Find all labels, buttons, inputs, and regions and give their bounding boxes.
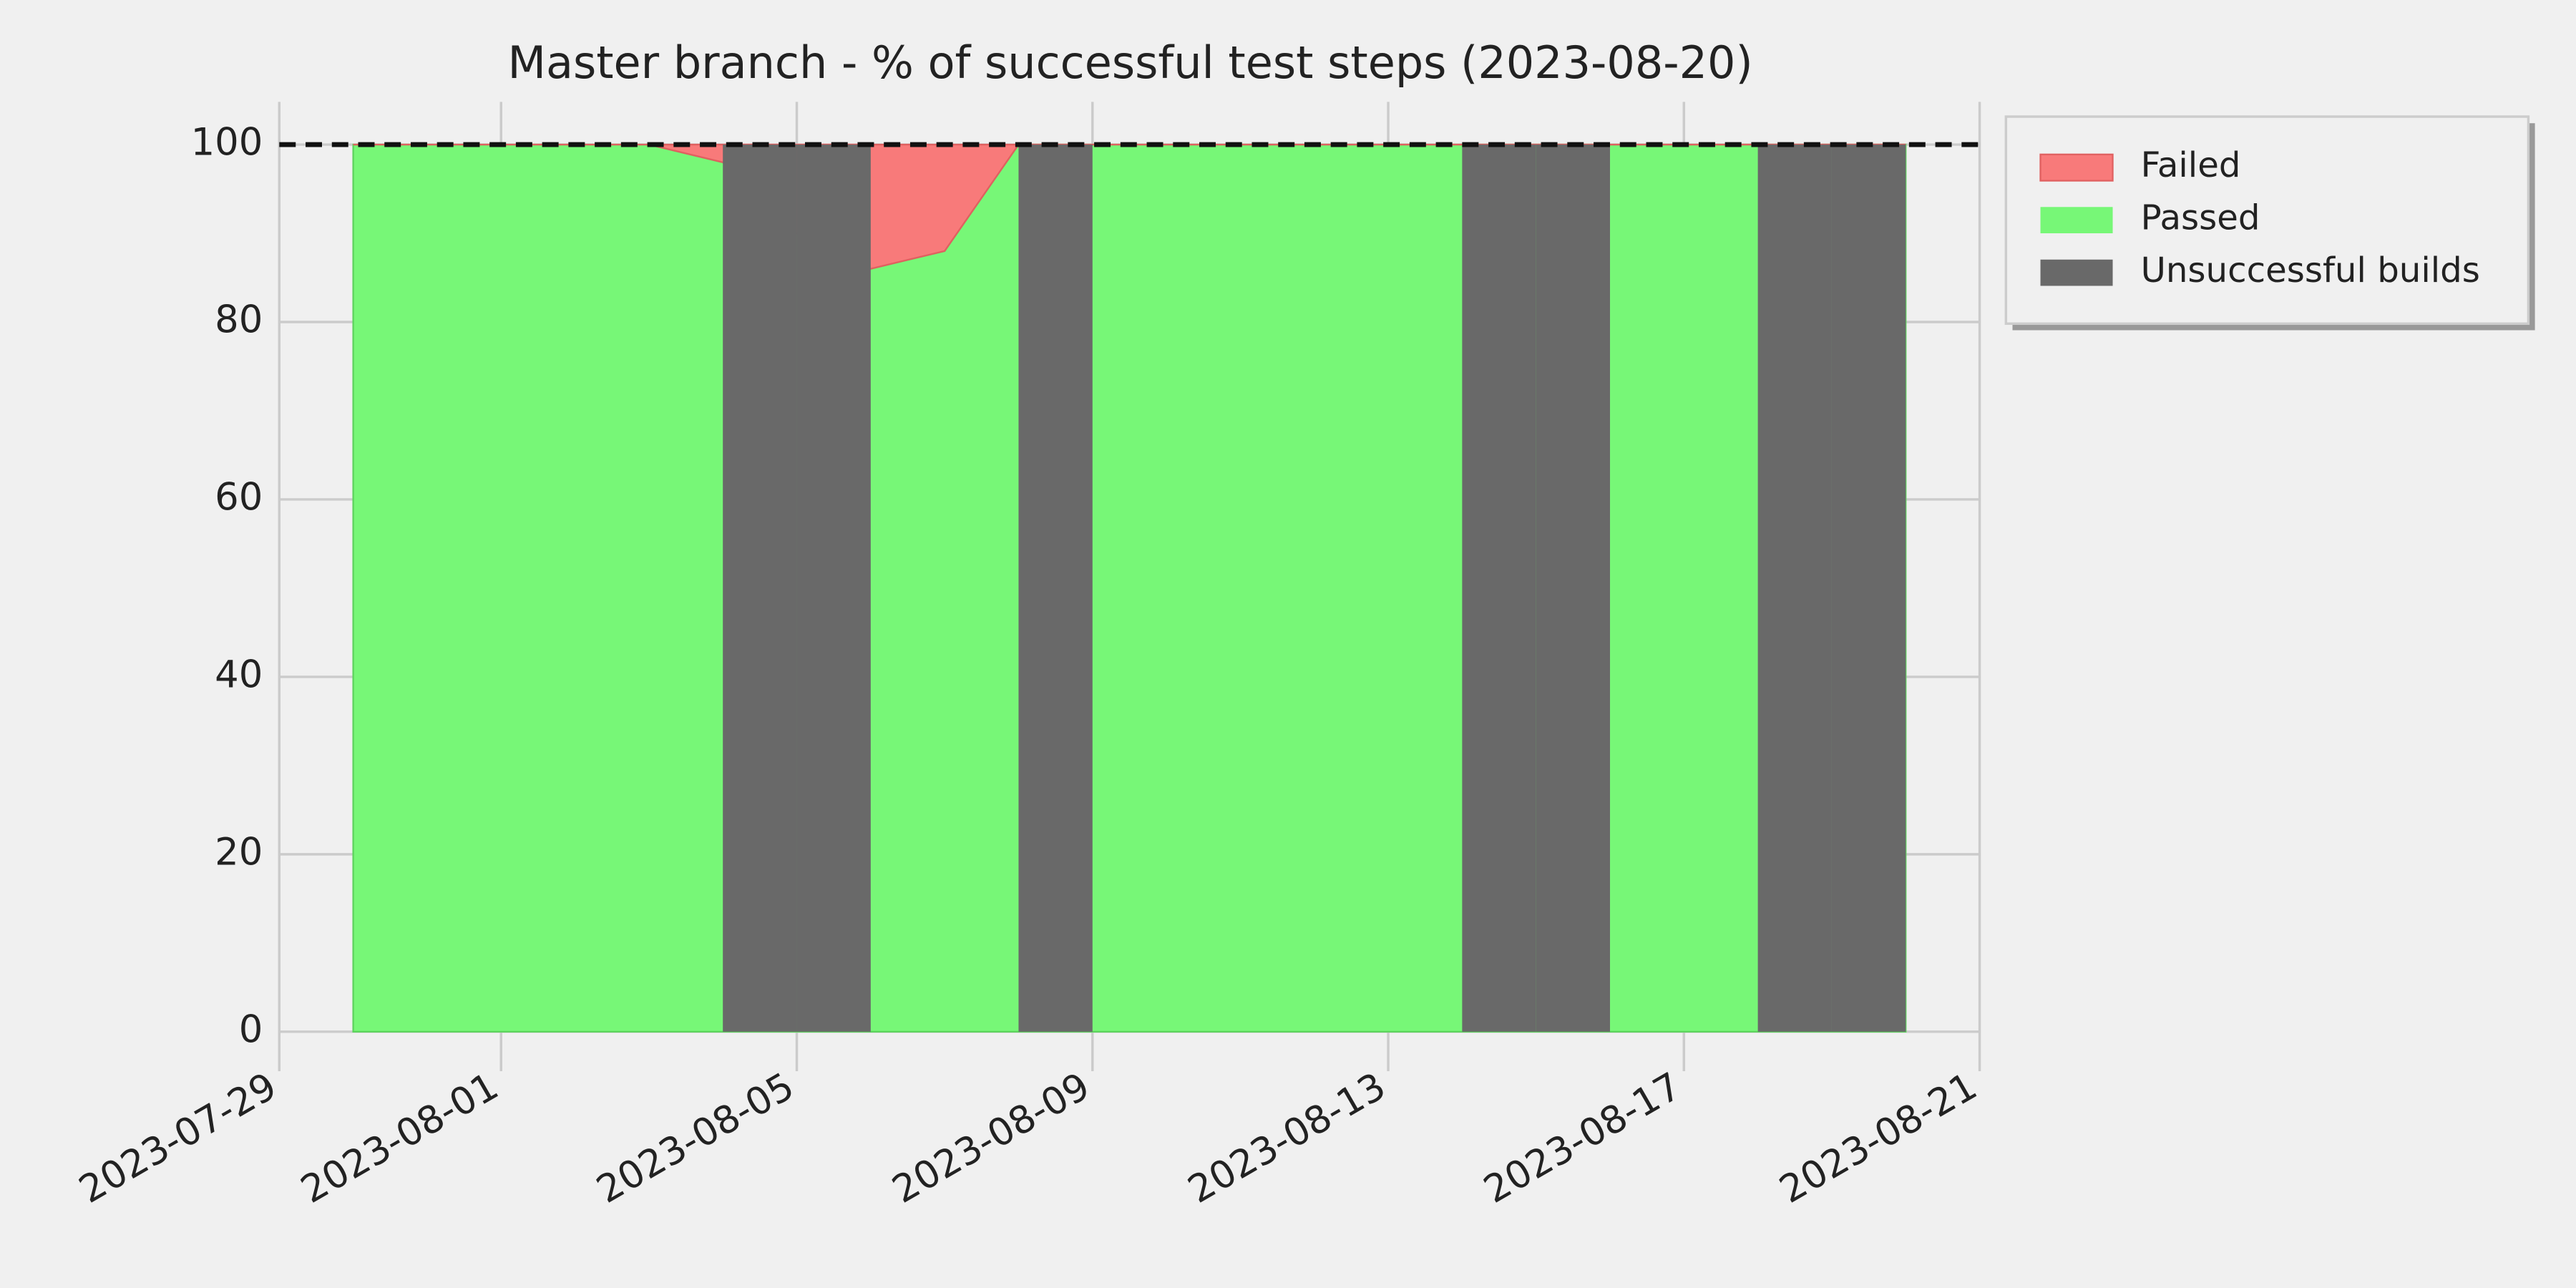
y-tick-label: 20: [215, 831, 263, 874]
unsuccessful-build-bar: [1462, 145, 1536, 1032]
y-tick-label: 60: [215, 476, 263, 519]
unsuccessful-build-bar: [1831, 145, 1906, 1032]
legend-label: Passed: [2141, 198, 2260, 238]
legend-swatch: [2040, 259, 2113, 286]
legend-swatch: [2040, 207, 2113, 234]
unsuccessful-build-bar: [1018, 145, 1093, 1032]
unsuccessful-build-bar: [1536, 145, 1610, 1032]
unsuccessful-build-bar: [796, 145, 871, 1032]
y-tick-label: 100: [191, 121, 263, 165]
chart-title: Master branch - % of successful test ste…: [508, 36, 1753, 89]
y-tick-label: 40: [215, 653, 263, 697]
passed-area: [352, 143, 1907, 1033]
legend-label: Unsuccessful builds: [2141, 250, 2480, 291]
y-tick-label: 0: [239, 1008, 263, 1051]
unsuccessful-build-bar: [1757, 145, 1832, 1032]
y-tick-label: 80: [215, 298, 263, 342]
legend: Failed Passed Unsuccessful builds: [2004, 115, 2535, 331]
unsuccessful-build-bar: [723, 145, 797, 1032]
legend-label: Failed: [2141, 145, 2241, 185]
legend-swatch: [2039, 153, 2114, 182]
